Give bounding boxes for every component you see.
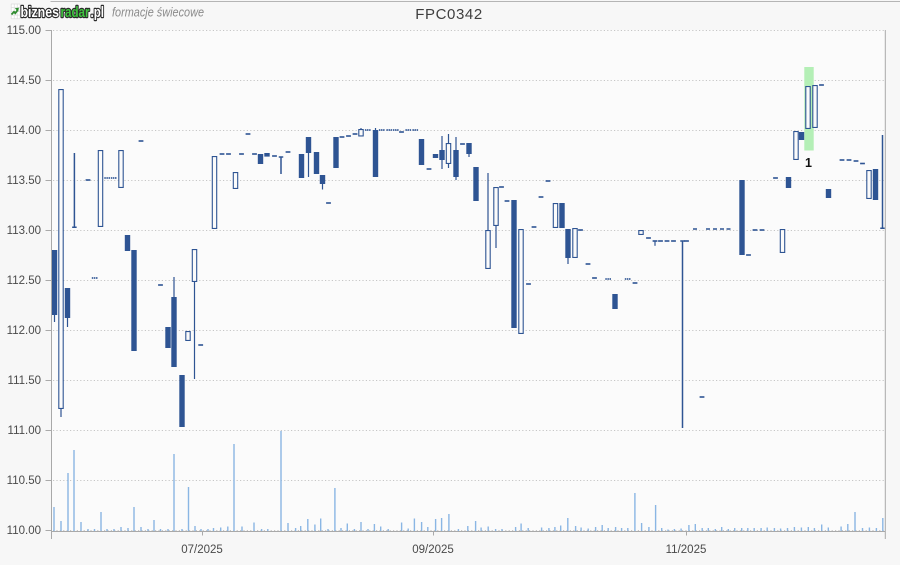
svg-text:111.50: 111.50 [8, 375, 41, 387]
svg-text:09/2025: 09/2025 [412, 544, 454, 556]
svg-text:114.00: 114.00 [7, 125, 41, 137]
svg-text:1: 1 [805, 156, 812, 170]
svg-text:110.50: 110.50 [7, 475, 41, 487]
svg-text:113.50: 113.50 [7, 175, 41, 187]
svg-text:FPC0342: FPC0342 [415, 6, 483, 23]
svg-text:biznes: biznes [21, 4, 60, 21]
svg-text:.pl: .pl [91, 4, 105, 21]
svg-text:114.50: 114.50 [7, 75, 41, 87]
svg-text:111.00: 111.00 [8, 425, 41, 437]
svg-text:112.00: 112.00 [7, 325, 41, 337]
svg-text:.pl: .pl [91, 4, 105, 21]
svg-text:radar: radar [61, 4, 90, 21]
svg-text:formacje świecowe: formacje świecowe [112, 6, 204, 20]
svg-text:biznes: biznes [21, 4, 60, 21]
svg-text:11/2025: 11/2025 [666, 544, 707, 556]
svg-text:07/2025: 07/2025 [181, 544, 223, 556]
svg-text:115.00: 115.00 [7, 25, 41, 37]
svg-text:radar: radar [61, 4, 90, 21]
svg-text:110.00: 110.00 [7, 525, 41, 537]
svg-text:113.00: 113.00 [7, 225, 41, 237]
svg-text:112.50: 112.50 [7, 275, 41, 287]
